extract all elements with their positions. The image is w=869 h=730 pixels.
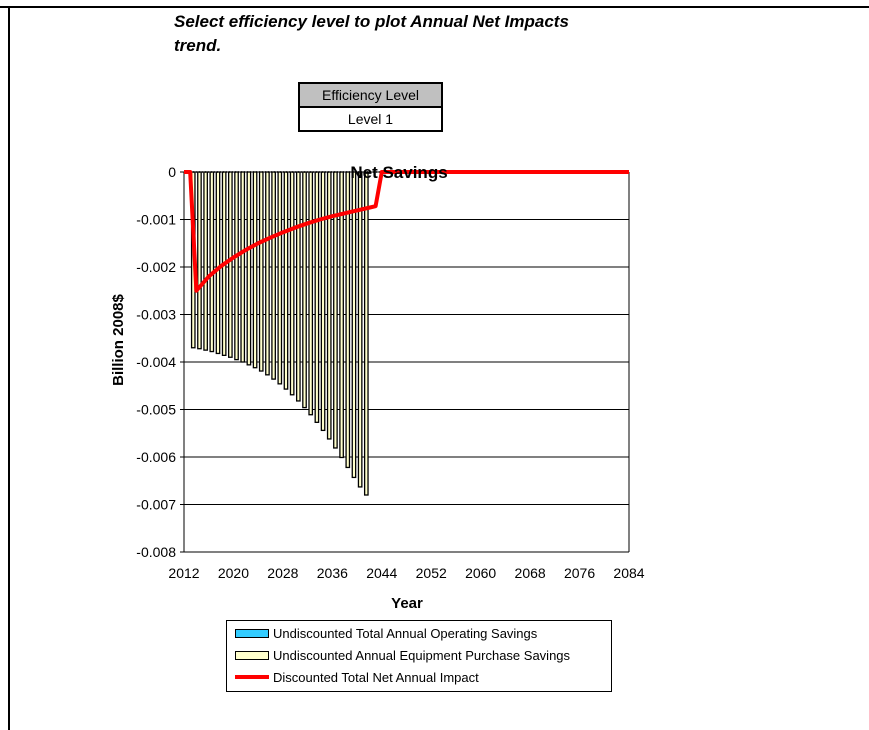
bar-equipment-purchase-2028 (277, 171, 283, 385)
legend-label-net-annual-impact: Discounted Total Net Annual Impact (273, 670, 479, 685)
y-tick-label-7: -0.007 (136, 497, 176, 513)
bar-equipment-purchase-2024 (252, 171, 258, 369)
bar-equipment-purchase-2029 (283, 171, 289, 390)
x-tick-label-7: 2068 (515, 565, 546, 581)
y-tick-label-6: -0.006 (136, 449, 176, 465)
x-tick-label-4: 2044 (366, 565, 397, 581)
bar-equipment-purchase-2030 (289, 171, 295, 396)
bar-equipment-purchase-2021 (234, 171, 239, 361)
bar-equipment-purchase-2020 (228, 171, 233, 358)
legend-swatch-net-annual-impact (235, 675, 269, 679)
bar-equipment-purchase-2016 (203, 171, 208, 351)
bar-equipment-purchase-2027 (271, 171, 276, 380)
bar-equipment-purchase-2037 (333, 171, 338, 449)
legend-swatch-equipment-purchase-savings (235, 651, 269, 660)
bar-equipment-purchase-2036 (326, 171, 332, 440)
bar-equipment-purchase-2017 (209, 171, 215, 353)
chart-legend: Undiscounted Total Annual Operating Savi… (226, 620, 612, 692)
y-tick-label-4: -0.004 (136, 354, 176, 370)
bar-equipment-purchase-2015 (197, 171, 202, 350)
bar-equipment-purchase-2038 (339, 171, 344, 459)
bar-equipment-purchase-2039 (345, 171, 351, 469)
bar-equipment-purchase-2032 (302, 171, 307, 409)
bar-equipment-purchase-2041 (357, 171, 363, 488)
x-tick-label-6: 2060 (465, 565, 496, 581)
legend-entry-operating-savings: Undiscounted Total Annual Operating Savi… (235, 625, 605, 643)
bar-equipment-purchase-2034 (314, 171, 320, 423)
bar-equipment-purchase-2026 (265, 171, 270, 376)
efficiency-level-value[interactable]: Level 1 (298, 106, 443, 132)
bar-equipment-purchase-2031 (295, 171, 301, 402)
efficiency-level-selector[interactable]: Efficiency Level Level 1 (298, 82, 443, 134)
chart-title: Net Savings (350, 163, 447, 182)
y-axis-title: Billion 2008$ (110, 293, 127, 385)
x-tick-label-3: 2036 (317, 565, 348, 581)
legend-entry-equipment-purchase-savings: Undiscounted Annual Equipment Purchase S… (235, 647, 605, 665)
x-tick-label-0: 2012 (168, 565, 199, 581)
legend-label-operating-savings: Undiscounted Total Annual Operating Savi… (273, 626, 538, 641)
legend-swatch-operating-savings (235, 629, 269, 638)
instruction-text: Select efficiency level to plot Annual N… (174, 12, 569, 55)
y-tick-label-2: -0.002 (136, 259, 176, 275)
bar-equipment-purchase-2018 (215, 171, 221, 355)
bar-equipment-purchase-2023 (246, 171, 252, 366)
y-tick-label-5: -0.005 (136, 402, 176, 418)
efficiency-level-header: Efficiency Level (298, 82, 443, 108)
y-tick-label-3: -0.003 (136, 307, 176, 323)
line-discounted-net-annual-impact (184, 170, 629, 293)
x-tick-label-1: 2020 (218, 565, 249, 581)
legend-label-equipment-purchase-savings: Undiscounted Annual Equipment Purchase S… (273, 648, 571, 663)
y-tick-label-0: 0 (168, 164, 176, 180)
x-tick-label-5: 2052 (416, 565, 447, 581)
bar-equipment-purchase-2042 (363, 171, 369, 496)
x-tick-label-2: 2028 (267, 565, 298, 581)
bar-equipment-purchase-2022 (240, 171, 246, 363)
y-tick-label-1: -0.001 (136, 212, 176, 228)
bar-equipment-purchase-2025 (258, 171, 264, 372)
bar-equipment-purchase-2033 (308, 171, 314, 416)
x-tick-label-9: 2084 (613, 565, 644, 581)
y-tick-label-8: -0.008 (136, 544, 176, 560)
bar-equipment-purchase-2040 (351, 171, 357, 479)
bar-equipment-purchase-2035 (320, 171, 326, 432)
sheet-border-top (0, 6, 869, 8)
x-tick-label-8: 2076 (564, 565, 595, 581)
legend-entry-net-annual-impact: Discounted Total Net Annual Impact (235, 669, 605, 687)
x-axis-title: Year (391, 595, 423, 612)
sheet-border-left (8, 6, 10, 730)
